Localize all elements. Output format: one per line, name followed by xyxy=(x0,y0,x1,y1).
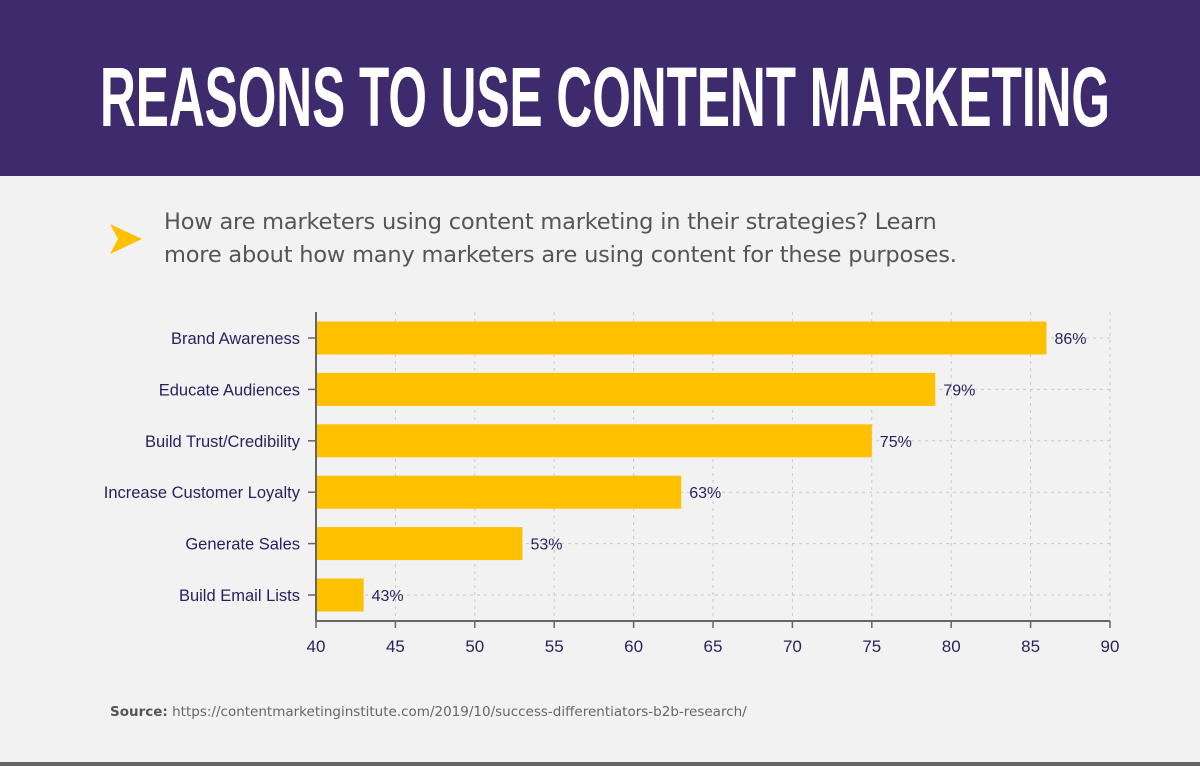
header-banner: REASONS TO USE CONTENT MARKETING xyxy=(0,0,1200,176)
bar xyxy=(316,424,872,458)
source-note: Source: https://contentmarketinginstitut… xyxy=(110,704,747,720)
data-label: 43% xyxy=(372,588,404,605)
x-tick-label: 45 xyxy=(386,637,405,656)
category-label: Brand Awareness xyxy=(171,330,300,348)
x-tick-label: 60 xyxy=(624,637,643,656)
data-label: 53% xyxy=(530,537,562,554)
bottom-divider xyxy=(0,762,1200,766)
category-label: Educate Audiences xyxy=(159,381,300,399)
x-tick-label: 65 xyxy=(704,637,723,656)
data-label: 75% xyxy=(880,434,912,451)
data-label: 63% xyxy=(689,485,721,502)
title-svg: REASONS TO USE CONTENT MARKETING xyxy=(100,50,1110,144)
bar-chart: 40 45 50 55 60 65 70 75 80 85 90 86% Brand Awareness… xyxy=(104,312,1120,656)
category-label: Build Email Lists xyxy=(179,587,300,605)
data-label: 79% xyxy=(943,382,975,399)
bar xyxy=(316,578,364,612)
bar xyxy=(316,372,936,406)
x-tick-label: 75 xyxy=(862,637,881,656)
arrow-right-icon xyxy=(110,224,142,254)
x-tick-label: 55 xyxy=(545,637,564,656)
category-label: Generate Sales xyxy=(185,536,300,554)
intro-text: How are marketers using content marketin… xyxy=(164,209,957,268)
source-url[interactable]: https://contentmarketinginstitute.com/20… xyxy=(172,704,747,720)
x-tick-label: 90 xyxy=(1101,637,1120,656)
bar xyxy=(316,475,682,509)
x-tick-label: 40 xyxy=(307,637,326,656)
x-tick-label: 50 xyxy=(465,637,484,656)
x-tick-label: 70 xyxy=(783,637,802,656)
x-tick-label: 85 xyxy=(1021,637,1040,656)
bar xyxy=(316,527,523,561)
source-label: Source: xyxy=(110,704,168,720)
x-tick-label: 80 xyxy=(942,637,961,656)
data-label: 86% xyxy=(1054,331,1086,348)
bar xyxy=(316,321,1047,355)
page-title: REASONS TO USE CONTENT MARKETING xyxy=(100,50,1110,144)
category-label: Build Trust/Credibility xyxy=(145,433,301,451)
category-label: Increase Customer Loyalty xyxy=(104,484,301,502)
